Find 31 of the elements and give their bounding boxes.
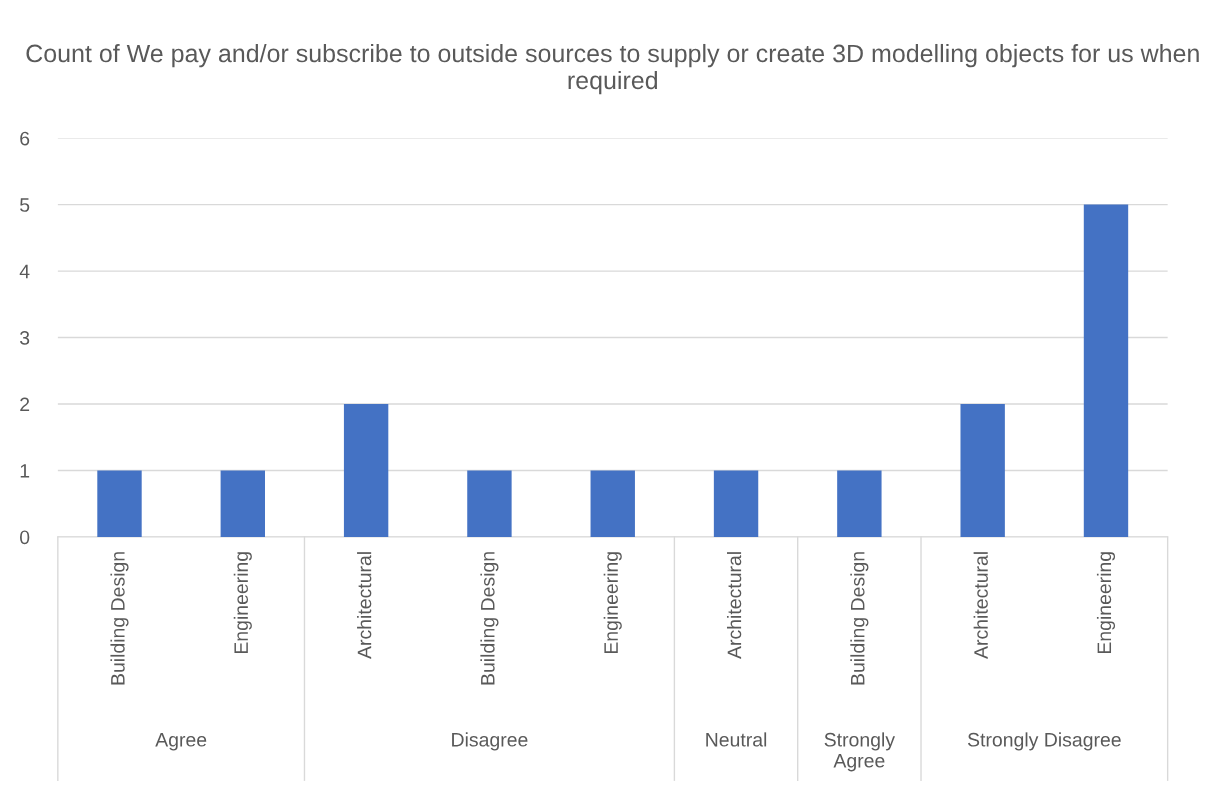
x-tick-label: Architectural xyxy=(357,552,372,659)
bar xyxy=(97,470,142,537)
y-tick-label: 0 xyxy=(20,530,30,545)
text: Strongly Disagree xyxy=(967,732,1121,751)
text: Neutral xyxy=(706,732,767,747)
text: Disagree xyxy=(452,732,528,751)
x-tick-label: Building Design xyxy=(850,552,869,685)
y-tick-label: 6 xyxy=(20,131,30,146)
x-tick-label: Building Design xyxy=(480,552,499,685)
text: Agree xyxy=(155,733,207,751)
bar xyxy=(1083,204,1129,537)
bar xyxy=(960,404,1005,537)
x-tick-label: Building Design xyxy=(110,552,129,685)
x-tick-label: Architectural xyxy=(973,552,988,659)
x-tick-label: Engineering xyxy=(603,552,622,654)
y-tick-label: 4 xyxy=(19,264,30,279)
chart-title: Count of We pay and/or subscribe to outside sources to supply or create 3D modelling objects for us when required xyxy=(26,43,1199,95)
y-tick-label: 1 xyxy=(20,464,30,478)
text: Strongly Agree xyxy=(824,732,895,772)
x-tick-label: Architectural xyxy=(726,552,742,659)
bar xyxy=(837,470,882,537)
bar xyxy=(713,470,759,537)
x-tick-label: Engineering xyxy=(1096,552,1116,654)
bar xyxy=(343,404,389,537)
bar xyxy=(220,470,265,537)
y-tick-label: 5 xyxy=(20,198,30,212)
y-tick-label: 3 xyxy=(19,331,30,345)
bar xyxy=(590,470,635,537)
bar xyxy=(467,470,512,537)
x-tick-label: Engineering xyxy=(233,552,252,654)
y-tick-label: 2 xyxy=(20,397,30,412)
